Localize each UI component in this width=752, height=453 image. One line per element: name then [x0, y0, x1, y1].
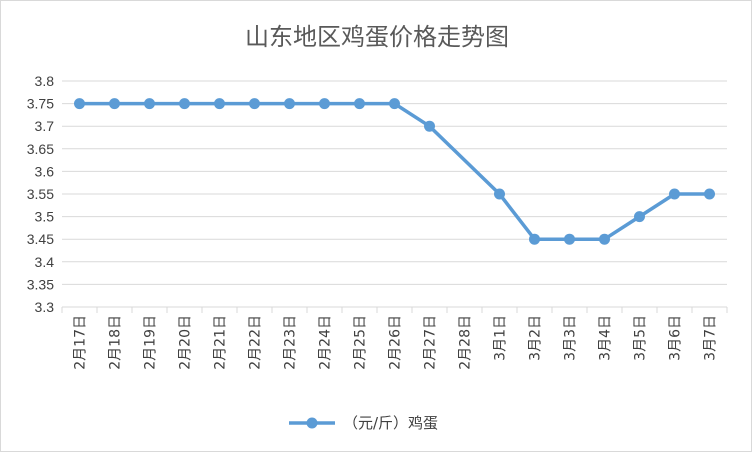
- data-point: [494, 188, 505, 200]
- gridlines: [62, 80, 727, 308]
- data-point: [144, 98, 155, 110]
- data-point: [74, 98, 85, 110]
- y-axis: 3.3 3.35 3.4 3.45 3.5 3.55 3.6 3.65 3.7 3.75 3.8: [27, 73, 54, 315]
- y-tick-label: 3.45: [27, 231, 54, 247]
- x-tick-label: 3月7日: [702, 315, 718, 361]
- x-axis: 2月17日 2月18日 2月19日 2月20日 2月21日 2月22日 2月23日 2月24日…: [61, 307, 728, 370]
- series-line: [77, 101, 712, 241]
- y-tick-label: 3.7: [35, 118, 55, 134]
- x-tick-label: 3月1日: [492, 315, 508, 361]
- x-tick-label: 2月26日: [387, 315, 403, 370]
- data-point: [109, 98, 120, 110]
- y-tick-label: 3.3: [35, 299, 55, 315]
- y-tick-label: 3.8: [35, 73, 55, 89]
- data-point: [529, 233, 540, 245]
- x-tick-label: 3月2日: [527, 315, 543, 361]
- legend: （元/斤）鸡蛋: [289, 414, 438, 432]
- data-point: [249, 98, 260, 110]
- x-tick-label: 2月22日: [247, 315, 263, 370]
- data-point: [424, 120, 435, 132]
- data-point: [214, 98, 225, 110]
- x-tick-label: 2月17日: [72, 315, 88, 370]
- x-tick-label: 3月5日: [632, 315, 648, 361]
- y-tick-label: 3.65: [27, 141, 54, 157]
- data-point: [704, 188, 715, 200]
- x-tick-label: 2月20日: [177, 315, 193, 370]
- y-tick-label: 3.75: [27, 96, 54, 112]
- x-tick-label: 3月3日: [562, 315, 578, 361]
- data-point: [669, 188, 680, 200]
- data-point: [179, 98, 190, 110]
- x-tick-label: 2月27日: [422, 315, 438, 370]
- y-tick-label: 3.4: [35, 254, 55, 270]
- x-tick-label: 2月28日: [457, 315, 473, 370]
- x-tick-label: 2月18日: [107, 315, 123, 370]
- x-tick-label: 2月19日: [142, 315, 158, 370]
- series-layer: [74, 98, 715, 245]
- y-tick-label: 3.6: [35, 163, 55, 179]
- x-tick-label: 3月4日: [597, 315, 613, 361]
- data-point: [599, 233, 610, 245]
- x-tick-label: 2月21日: [212, 315, 228, 370]
- x-tick-label: 2月25日: [352, 315, 368, 370]
- data-point: [284, 98, 295, 110]
- x-tick-label: 2月23日: [282, 315, 298, 370]
- y-tick-label: 3.35: [27, 276, 54, 292]
- y-tick-label: 3.5: [35, 209, 55, 225]
- legend-label: （元/斤）鸡蛋: [343, 414, 438, 432]
- data-point: [389, 98, 400, 110]
- data-point: [319, 98, 330, 110]
- data-point: [634, 211, 645, 223]
- x-tick-label: 2月24日: [317, 315, 333, 370]
- chart-title: 山东地区鸡蛋价格走势图: [245, 23, 509, 51]
- y-tick-label: 3.55: [27, 186, 54, 202]
- data-point: [564, 233, 575, 245]
- legend-marker: [306, 417, 318, 429]
- x-tick-label: 3月6日: [667, 315, 683, 361]
- data-point: [354, 98, 365, 110]
